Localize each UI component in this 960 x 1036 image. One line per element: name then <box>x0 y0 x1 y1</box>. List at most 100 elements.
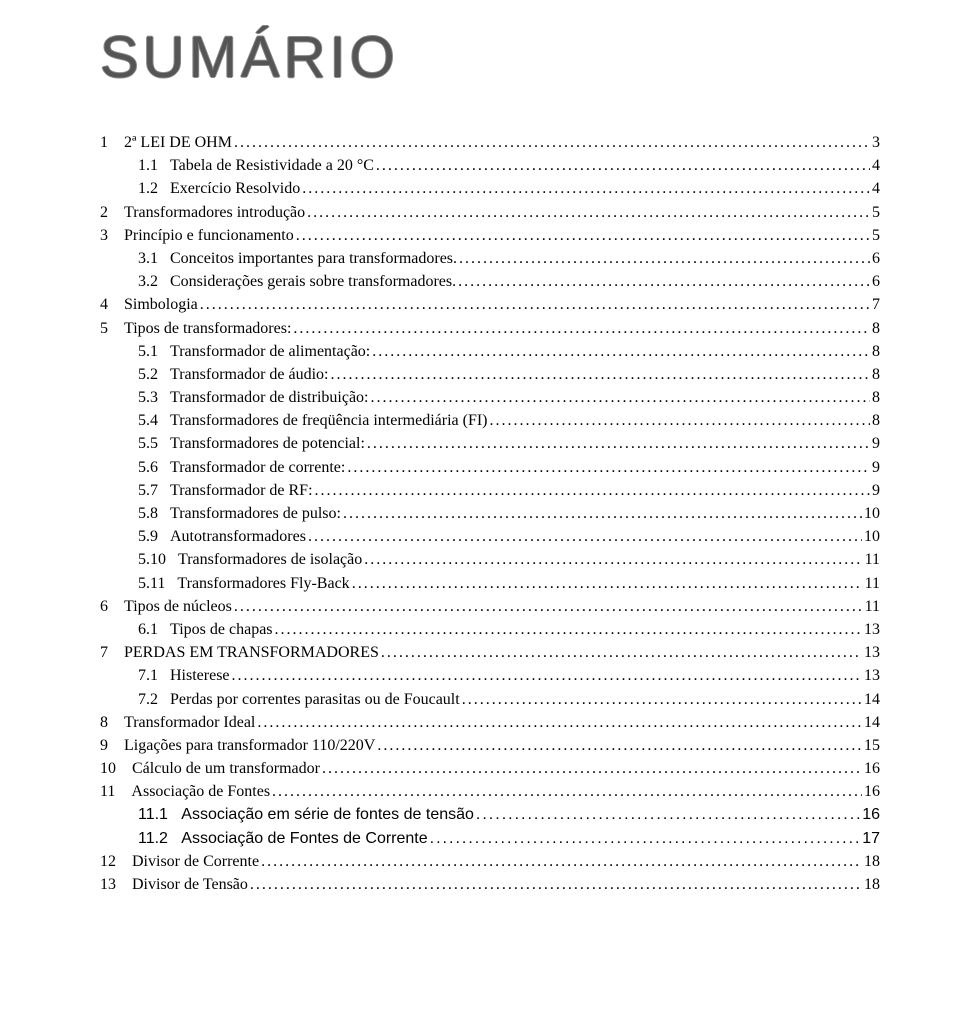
toc-entry-label: 12 Divisor de Corrente <box>100 850 259 873</box>
toc-entry-label: 5.11 Transformadores Fly-Back <box>138 572 350 595</box>
toc-entry-label: 7 PERDAS EM TRANSFORMADORES <box>100 641 379 664</box>
toc-row: 1.2 Exercício Resolvido 4 <box>100 177 880 200</box>
toc-row: 5.5 Transformadores de potencial:9 <box>100 432 880 455</box>
toc-row: 7.1 Histerese 13 <box>100 664 880 687</box>
toc-leader-dots <box>234 595 863 618</box>
toc-row: 11.1 Associação em série de fontes de te… <box>100 803 880 826</box>
toc-page-number: 6 <box>872 247 880 270</box>
toc-leader-dots <box>377 734 862 757</box>
toc-page-number: 16 <box>864 780 880 803</box>
toc-leader-dots <box>250 873 862 896</box>
toc-page-number: 16 <box>864 757 880 780</box>
toc-leader-dots <box>293 317 870 340</box>
toc-leader-dots <box>370 386 870 409</box>
toc-leader-dots <box>261 850 862 873</box>
toc-leader-dots <box>462 688 862 711</box>
toc-entry-label: 7.1 Histerese <box>138 664 230 687</box>
toc-page-number: 9 <box>872 456 880 479</box>
toc-entry-label: 2 Transformadores introdução <box>100 201 305 224</box>
toc-leader-dots <box>322 757 862 780</box>
toc-leader-dots <box>476 803 860 826</box>
toc-row: 3.2 Considerações gerais sobre transform… <box>100 270 880 293</box>
toc-entry-label: 5.6 Transformador de corrente: <box>138 456 345 479</box>
toc-page-number: 5 <box>872 201 880 224</box>
toc-row: 10 Cálculo de um transformador 16 <box>100 757 880 780</box>
toc-page-number: 15 <box>864 734 880 757</box>
toc-row: 13 Divisor de Tensão18 <box>100 873 880 896</box>
toc-row: 5 Tipos de transformadores:8 <box>100 317 880 340</box>
toc-entry-label: 5 Tipos de transformadores: <box>100 317 291 340</box>
toc-leader-dots <box>430 827 861 850</box>
toc-entry-label: 7.2 Perdas por correntes parasitas ou de… <box>138 688 460 711</box>
toc-entry-label: 5.5 Transformadores de potencial: <box>138 432 365 455</box>
toc-entry-label: 4 Simbologia <box>100 293 198 316</box>
toc-entry-label: 5.3 Transformador de distribuição: <box>138 386 368 409</box>
toc-entry-label: 10 Cálculo de um transformador <box>100 757 320 780</box>
toc-page-number: 4 <box>872 177 880 200</box>
toc-leader-dots <box>296 224 870 247</box>
toc-leader-dots <box>200 293 870 316</box>
toc-entry-label: 6.1 Tipos de chapas <box>138 618 273 641</box>
toc-page-number: 10 <box>864 502 880 525</box>
toc-entry-label: 11.2 Associação de Fontes de Corrente <box>138 827 428 850</box>
toc-leader-dots <box>315 479 870 502</box>
toc-page-number: 6 <box>872 270 880 293</box>
toc-leader-dots <box>275 618 862 641</box>
toc-row: 6.1 Tipos de chapas 13 <box>100 618 880 641</box>
toc-entry-label: 5.4 Transformadores de freqüência interm… <box>138 409 488 432</box>
toc-page-number: 8 <box>872 386 880 409</box>
toc-row: 12 Divisor de Corrente18 <box>100 850 880 873</box>
toc-leader-dots <box>490 409 870 432</box>
toc-leader-dots <box>234 131 870 154</box>
toc-entry-label: 6 Tipos de núcleos <box>100 595 232 618</box>
toc-entry-label: 3.1 Conceitos importantes para transform… <box>138 247 457 270</box>
toc-page-number: 18 <box>864 873 880 896</box>
toc-row: 1.1 Tabela de Resistividade a 20 °C 4 <box>100 154 880 177</box>
toc-entry-label: 11 Associação de Fontes <box>100 780 270 803</box>
toc-page-number: 7 <box>872 293 880 316</box>
toc-entry-label: 5.10 Transformadores de isolação <box>138 548 362 571</box>
toc-row: 5.9 Autotransformadores 10 <box>100 525 880 548</box>
toc-page-number: 5 <box>872 224 880 247</box>
toc-row: 4 Simbologia 7 <box>100 293 880 316</box>
toc-page-number: 10 <box>864 525 880 548</box>
toc-row: 1 2ª LEI DE OHM3 <box>100 131 880 154</box>
toc-row: 9 Ligações para transformador 110/220V 15 <box>100 734 880 757</box>
toc-page-number: 11 <box>865 595 880 618</box>
toc-leader-dots <box>376 154 870 177</box>
toc-leader-dots <box>372 340 870 363</box>
toc-row: 7 PERDAS EM TRANSFORMADORES13 <box>100 641 880 664</box>
toc-entry-label: 5.1 Transformador de alimentação: <box>138 340 370 363</box>
toc-row: 5.6 Transformador de corrente: 9 <box>100 456 880 479</box>
toc-page-number: 4 <box>872 154 880 177</box>
toc-page-number: 3 <box>872 131 880 154</box>
toc-leader-dots <box>352 572 863 595</box>
toc-entry-label: 3.2 Considerações gerais sobre transform… <box>138 270 456 293</box>
toc-leader-dots <box>308 525 862 548</box>
toc-entry-label: 1.2 Exercício Resolvido <box>138 177 300 200</box>
toc-leader-dots <box>272 780 862 803</box>
toc-page-number: 8 <box>872 340 880 363</box>
toc-row: 6 Tipos de núcleos 11 <box>100 595 880 618</box>
toc-row: 5.11 Transformadores Fly-Back11 <box>100 572 880 595</box>
toc-entry-label: 8 Transformador Ideal <box>100 711 255 734</box>
toc-leader-dots <box>343 502 862 525</box>
toc-page-number: 8 <box>872 363 880 386</box>
toc-leader-dots <box>364 548 862 571</box>
toc-page-number: 8 <box>872 409 880 432</box>
toc-entry-label: 1.1 Tabela de Resistividade a 20 °C <box>138 154 374 177</box>
toc-page-number: 14 <box>864 688 880 711</box>
toc-page-number: 11 <box>865 548 880 571</box>
toc-entry-label: 5.9 Autotransformadores <box>138 525 306 548</box>
toc-page-number: 13 <box>864 664 880 687</box>
toc-row: 2 Transformadores introdução 5 <box>100 201 880 224</box>
toc-page-number: 13 <box>864 618 880 641</box>
toc-entry-label: 5.2 Transformador de áudio: <box>138 363 329 386</box>
toc-entry-label: 5.8 Transformadores de pulso: <box>138 502 341 525</box>
toc-row: 8 Transformador Ideal14 <box>100 711 880 734</box>
toc-entry-label: 11.1 Associação em série de fontes de te… <box>138 803 474 826</box>
toc-entry-label: 3 Princípio e funcionamento <box>100 224 294 247</box>
toc-leader-dots <box>232 664 862 687</box>
toc-leader-dots <box>458 270 870 293</box>
toc-entry-label: 9 Ligações para transformador 110/220V <box>100 734 375 757</box>
